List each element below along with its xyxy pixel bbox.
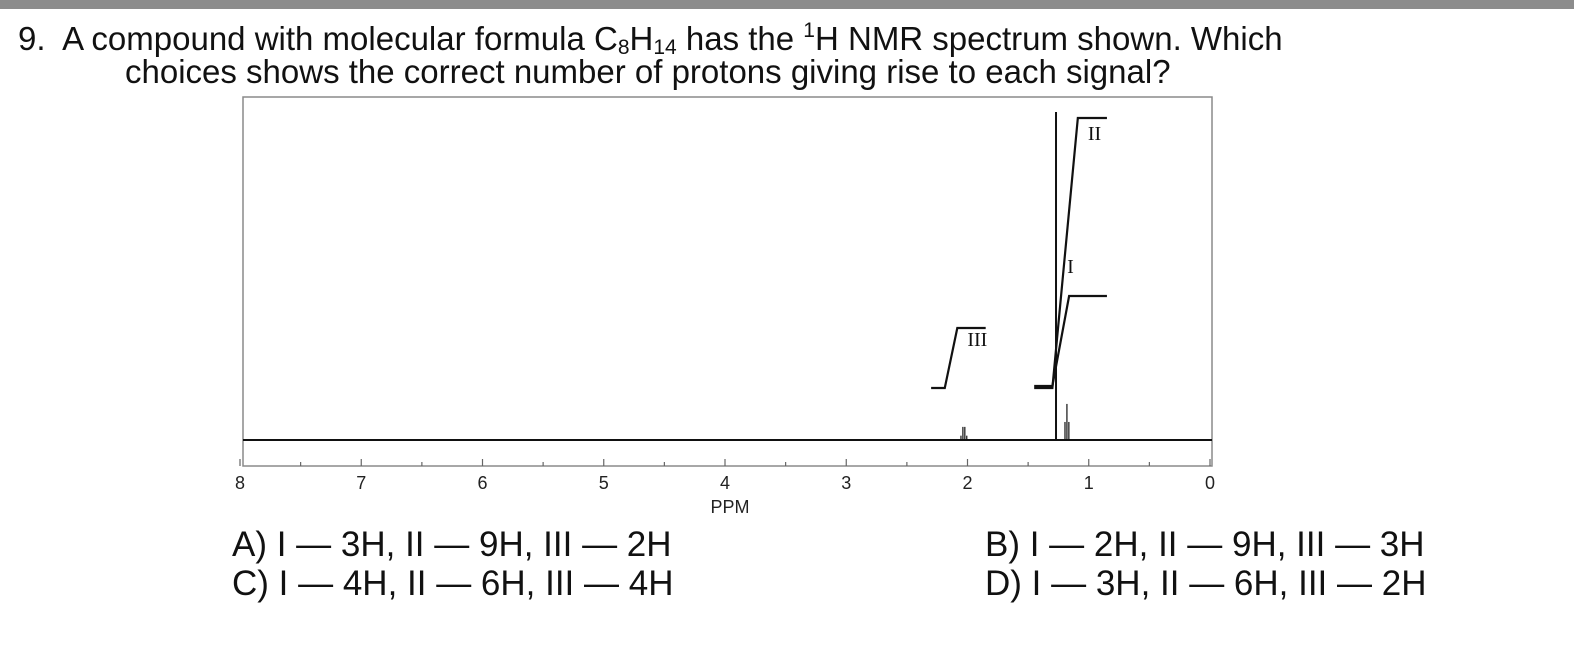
nucleus-superscript: 1 bbox=[803, 19, 815, 42]
plot-frame bbox=[242, 96, 1213, 467]
integration-curve-II bbox=[1034, 116, 1107, 390]
x-tick-label: 0 bbox=[1205, 473, 1215, 493]
x-axis-ticks bbox=[239, 459, 1211, 466]
question-line-1: 9. A compound with molecular formula C8H… bbox=[18, 11, 1283, 68]
x-tick-label: 1 bbox=[1084, 473, 1094, 493]
choice-d: D) I — 3H, II — 6H, III — 2H bbox=[985, 564, 1427, 603]
integration-label-III: III bbox=[967, 329, 987, 351]
x-tick-label: 6 bbox=[477, 473, 487, 493]
question-line-2: choices shows the correct number of prot… bbox=[125, 53, 1171, 90]
question-number: 9. bbox=[18, 20, 46, 57]
integration-label-II: II bbox=[1088, 123, 1101, 145]
question-text-c: has the bbox=[676, 20, 804, 57]
choice-c: C) I — 4H, II — 6H, III — 4H bbox=[232, 564, 674, 603]
choice-b: B) I — 2H, II — 9H, III — 3H bbox=[985, 525, 1425, 564]
x-tick-label: 5 bbox=[599, 473, 609, 493]
spectrum-peaks bbox=[960, 112, 1070, 440]
formula-subscript-c: 8 bbox=[617, 36, 630, 59]
x-axis-label: PPM bbox=[710, 497, 749, 517]
integration-curves bbox=[931, 116, 1107, 390]
integration-curve-III bbox=[931, 326, 986, 390]
question-text-b: H bbox=[629, 20, 654, 57]
formula-subscript-h: 14 bbox=[653, 36, 677, 59]
x-axis-tick-labels: 8 7 6 5 4 3 2 1 0 bbox=[235, 473, 1215, 493]
question-text-a: A compound with molecular formula C bbox=[62, 20, 618, 57]
x-tick-label: 3 bbox=[841, 473, 851, 493]
top-border bbox=[0, 0, 1574, 9]
question-text-d: H NMR spectrum shown. Which bbox=[814, 20, 1283, 57]
x-tick-label: 8 bbox=[235, 473, 245, 493]
x-tick-label: 2 bbox=[962, 473, 972, 493]
choice-a: A) I — 3H, II — 9H, III — 2H bbox=[232, 525, 672, 564]
x-tick-label: 7 bbox=[356, 473, 366, 493]
integration-curve-I bbox=[1034, 294, 1107, 388]
integration-label-I: I bbox=[1067, 256, 1074, 278]
x-tick-label: 4 bbox=[720, 473, 730, 493]
